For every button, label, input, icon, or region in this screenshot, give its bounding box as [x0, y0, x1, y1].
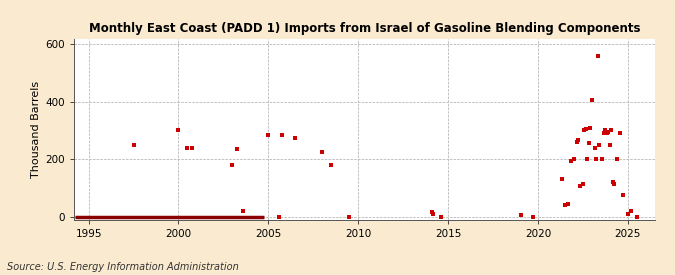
Point [615, 131, 626, 136]
Point [599, 131, 610, 136]
Point [580, 127, 591, 131]
Point [606, 128, 617, 133]
Point [186, 145, 197, 150]
Point [173, 128, 184, 132]
Point [618, 193, 628, 197]
Point [344, 214, 354, 219]
Y-axis label: Thousand Barrels: Thousand Barrels [32, 81, 41, 178]
Point [608, 180, 618, 184]
Text: Source: U.S. Energy Information Administration: Source: U.S. Energy Information Administ… [7, 262, 238, 272]
Point [568, 157, 579, 161]
Point [273, 214, 284, 219]
Point [589, 145, 600, 150]
Point [572, 140, 583, 144]
Point [597, 157, 608, 161]
Point [560, 203, 570, 207]
Point [263, 133, 274, 137]
Point [579, 128, 590, 133]
Point [562, 201, 573, 206]
Point [182, 146, 193, 150]
Point [577, 181, 588, 186]
Point [594, 143, 605, 147]
Point [601, 131, 612, 136]
Point [326, 163, 337, 168]
Point [556, 177, 567, 182]
Point [631, 214, 642, 219]
Point [585, 125, 596, 130]
Point [573, 138, 584, 143]
Point [277, 133, 288, 137]
Point [317, 150, 327, 154]
Point [566, 158, 576, 163]
Point [227, 163, 238, 168]
Point [612, 157, 623, 161]
Point [582, 157, 593, 161]
Point [583, 141, 594, 145]
Point [238, 209, 248, 213]
Point [604, 142, 615, 147]
Point [428, 212, 439, 216]
Point [574, 183, 585, 188]
Point [516, 213, 526, 217]
Point [435, 214, 446, 219]
Point [591, 157, 601, 161]
Point [600, 128, 611, 133]
Point [587, 98, 597, 103]
Title: Monthly East Coast (PADD 1) Imports from Israel of Gasoline Blending Components: Monthly East Coast (PADD 1) Imports from… [88, 21, 641, 35]
Point [622, 211, 633, 216]
Point [232, 147, 242, 151]
Point [426, 210, 437, 214]
Point [528, 214, 539, 219]
Point [593, 54, 603, 58]
Point [603, 130, 614, 134]
Point [609, 181, 620, 186]
Point [290, 135, 300, 140]
Point [128, 143, 139, 147]
Point [626, 209, 637, 213]
